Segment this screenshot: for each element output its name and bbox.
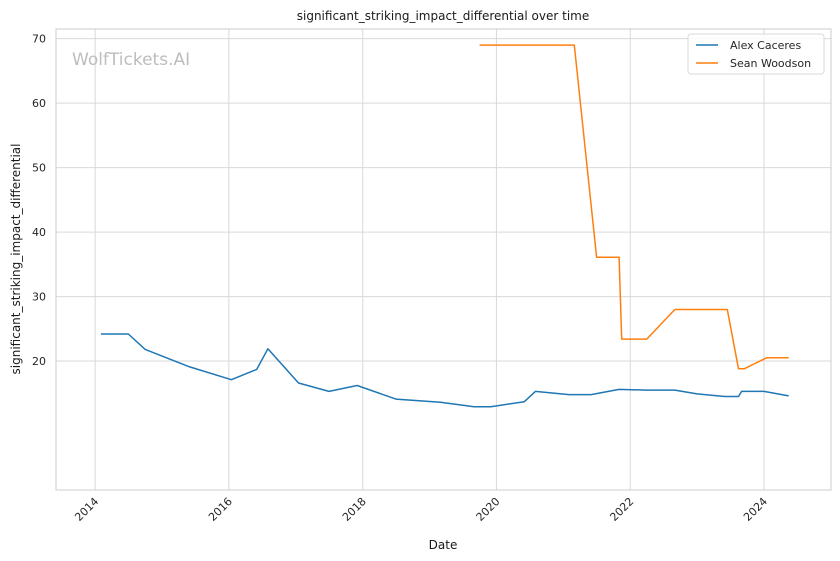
grid-layer (56, 29, 831, 490)
plot-area-frame (55, 28, 832, 491)
y-tick-label: 50 (32, 162, 46, 175)
legend-entry-label: Sean Woodson (730, 57, 811, 70)
legend-entry-label: Alex Caceres (730, 39, 801, 52)
chart-title: significant_striking_impact_differential… (297, 9, 589, 23)
series-line-alex-caceres (100, 333, 789, 408)
series-layer (100, 44, 789, 408)
legend: Alex Caceres Sean Woodson (687, 33, 825, 75)
y-tick-label: 40 (32, 226, 46, 239)
legend-box (687, 33, 825, 75)
y-tick-label: 70 (32, 33, 46, 46)
watermark-text: WolfTickets.AI (72, 50, 190, 70)
y-axis-label: significant_striking_impact_differential (9, 144, 23, 375)
y-tick-label: 20 (32, 355, 46, 368)
y-tick-label: 30 (32, 291, 46, 304)
y-tick-label: 60 (32, 97, 46, 110)
x-axis-label: Date (429, 538, 458, 552)
series-line-sean-woodson (479, 44, 789, 370)
